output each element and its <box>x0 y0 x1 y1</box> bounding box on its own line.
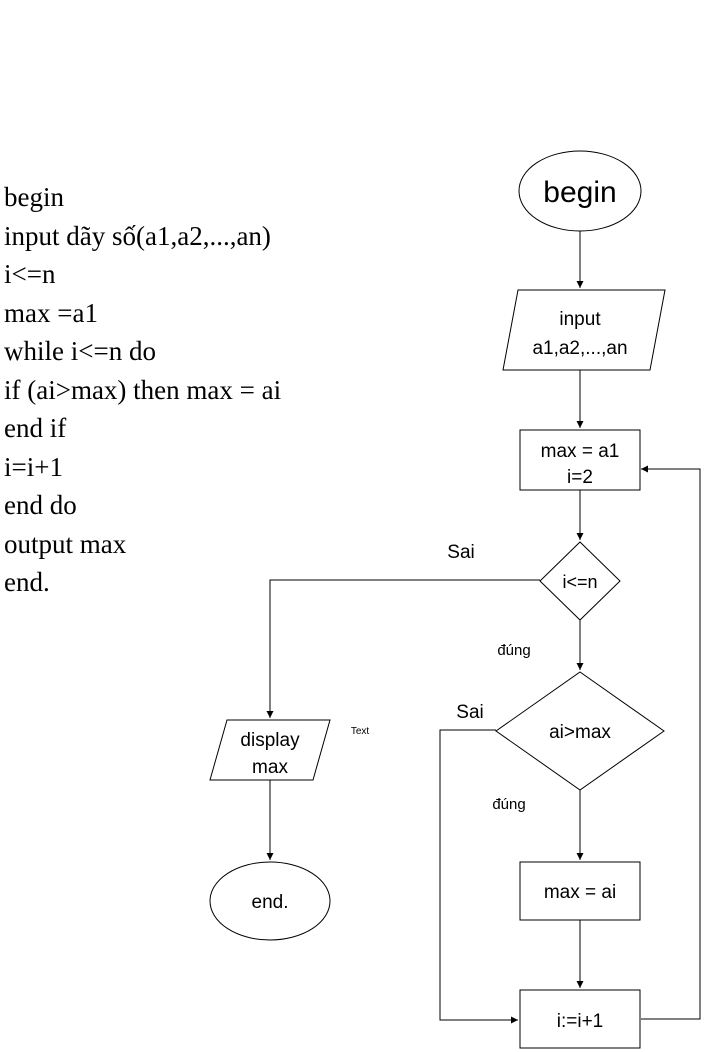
display-label-line1: display <box>240 730 300 751</box>
increment-label: i:=i+1 <box>557 1011 603 1032</box>
pseudocode-line: end do <box>4 490 77 520</box>
pseudocode-listing: begin input dãy số(a1,a2,...,an) i<=n ma… <box>4 178 281 602</box>
increment-process <box>519 989 641 1049</box>
init-label-line2: i=2 <box>567 467 593 488</box>
end-terminal <box>209 861 331 941</box>
max-true-label: đúng <box>492 796 525 813</box>
init-label-line1: max = a1 <box>541 441 620 462</box>
assign-max-process <box>519 861 641 921</box>
loop-true-label: đúng <box>497 642 530 659</box>
pseudocode-line: end if <box>4 413 67 443</box>
input-node <box>502 289 666 371</box>
pseudocode-line: output max <box>4 528 127 559</box>
max-false-label: Sai <box>456 702 483 723</box>
edge-maxcond-false <box>439 729 518 1024</box>
max-condition-decision <box>495 671 665 791</box>
pseudocode-line: begin <box>4 182 64 212</box>
input-label-line1: input <box>559 309 601 330</box>
pseudocode-line: input dãy số(a1,a2,...,an) <box>4 220 271 251</box>
pseudocode-line: if (ai>max) then max = ai <box>4 374 282 405</box>
edge-loopcond-false <box>266 579 540 718</box>
end-label: end. <box>252 892 289 913</box>
edge-loop-back <box>641 465 701 1020</box>
display-label-line2: max <box>252 757 288 778</box>
pseudocode-line: i=i+1 <box>4 451 63 482</box>
pseudocode-line: i<=n <box>4 259 56 289</box>
pseudocode-line: end. <box>4 567 50 597</box>
loop-false-label: Sai <box>447 542 474 563</box>
placeholder-text-label: Text <box>351 726 370 737</box>
display-output-node <box>209 719 331 781</box>
flow-edges <box>266 231 701 1024</box>
assign-max-label: max = ai <box>544 882 616 903</box>
pseudocode-line: while i<=n do <box>4 336 156 366</box>
pseudocode-line: max =a1 <box>4 297 98 328</box>
input-label-line2: a1,a2,...,an <box>532 338 627 359</box>
max-condition-label: ai>max <box>549 722 611 743</box>
loop-condition-decision <box>539 541 621 621</box>
loop-condition-label: i<=n <box>562 572 597 592</box>
begin-label: begin <box>543 176 616 209</box>
begin-terminal <box>518 150 642 232</box>
init-process <box>519 429 641 491</box>
